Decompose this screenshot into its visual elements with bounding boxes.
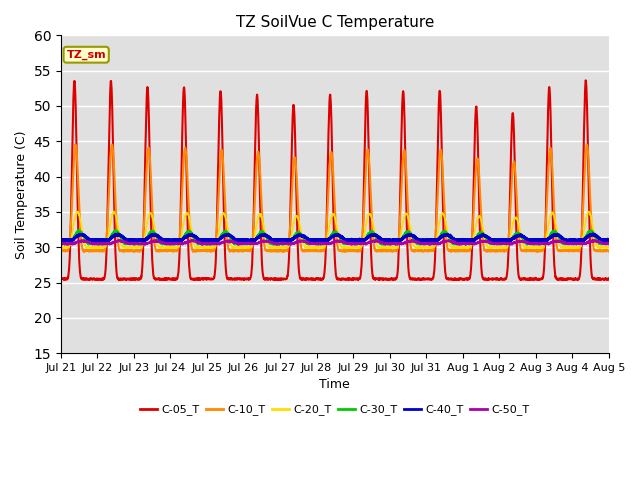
C-05_T: [388, 276, 396, 282]
C-05_T: [553, 276, 561, 281]
C-05_T: [398, 113, 406, 119]
C-50_T: [398, 240, 406, 246]
C-05_T: [605, 276, 612, 282]
C-40_T: [589, 231, 596, 237]
C-40_T: [57, 237, 65, 243]
C-30_T: [398, 236, 406, 242]
C-10_T: [605, 248, 612, 254]
C-40_T: [210, 238, 218, 243]
C-50_T: [553, 238, 561, 243]
X-axis label: Time: Time: [319, 378, 350, 392]
Text: TZ_sm: TZ_sm: [67, 49, 106, 60]
C-40_T: [605, 237, 612, 243]
C-20_T: [388, 245, 396, 251]
C-50_T: [175, 241, 182, 247]
C-30_T: [211, 240, 218, 246]
C-30_T: [57, 241, 65, 247]
C-05_T: [57, 276, 65, 281]
C-40_T: [605, 237, 612, 243]
Line: C-10_T: C-10_T: [61, 144, 609, 252]
C-20_T: [211, 245, 218, 251]
C-50_T: [57, 241, 65, 247]
C-40_T: [384, 239, 392, 244]
C-20_T: [57, 244, 65, 250]
C-05_T: [582, 77, 589, 83]
C-20_T: [605, 244, 612, 250]
C-40_T: [553, 232, 561, 238]
C-30_T: [605, 241, 612, 247]
C-20_T: [92, 245, 100, 251]
C-10_T: [80, 249, 88, 255]
Line: C-30_T: C-30_T: [61, 230, 609, 245]
C-10_T: [553, 245, 561, 251]
C-10_T: [211, 247, 218, 252]
C-50_T: [388, 240, 396, 246]
C-20_T: [398, 225, 406, 231]
C-05_T: [277, 277, 285, 283]
C-40_T: [175, 237, 182, 242]
C-10_T: [605, 248, 612, 254]
C-30_T: [131, 242, 138, 248]
C-20_T: [110, 208, 118, 214]
C-20_T: [553, 228, 561, 234]
C-30_T: [605, 240, 612, 246]
C-20_T: [605, 244, 612, 250]
C-05_T: [175, 271, 182, 276]
C-10_T: [398, 172, 406, 178]
Title: TZ SoilVue C Temperature: TZ SoilVue C Temperature: [236, 15, 434, 30]
C-50_T: [605, 241, 612, 247]
Y-axis label: Soil Temperature (C): Soil Temperature (C): [15, 130, 28, 259]
Legend: C-05_T, C-10_T, C-20_T, C-30_T, C-40_T, C-50_T: C-05_T, C-10_T, C-20_T, C-30_T, C-40_T, …: [136, 400, 534, 420]
C-05_T: [210, 275, 218, 281]
Line: C-50_T: C-50_T: [61, 240, 609, 245]
Line: C-20_T: C-20_T: [61, 211, 609, 248]
C-50_T: [210, 240, 218, 246]
C-30_T: [175, 240, 182, 246]
C-50_T: [605, 241, 612, 247]
C-30_T: [553, 230, 561, 236]
C-30_T: [388, 240, 396, 246]
C-20_T: [175, 243, 182, 249]
C-30_T: [111, 228, 119, 233]
C-50_T: [154, 237, 162, 243]
C-10_T: [388, 248, 396, 253]
C-50_T: [456, 242, 463, 248]
C-40_T: [388, 237, 396, 243]
C-10_T: [72, 142, 79, 147]
C-10_T: [57, 248, 65, 253]
Line: C-05_T: C-05_T: [61, 80, 609, 280]
C-05_T: [605, 276, 612, 281]
C-40_T: [398, 236, 406, 242]
Line: C-40_T: C-40_T: [61, 234, 609, 241]
C-10_T: [175, 244, 182, 250]
